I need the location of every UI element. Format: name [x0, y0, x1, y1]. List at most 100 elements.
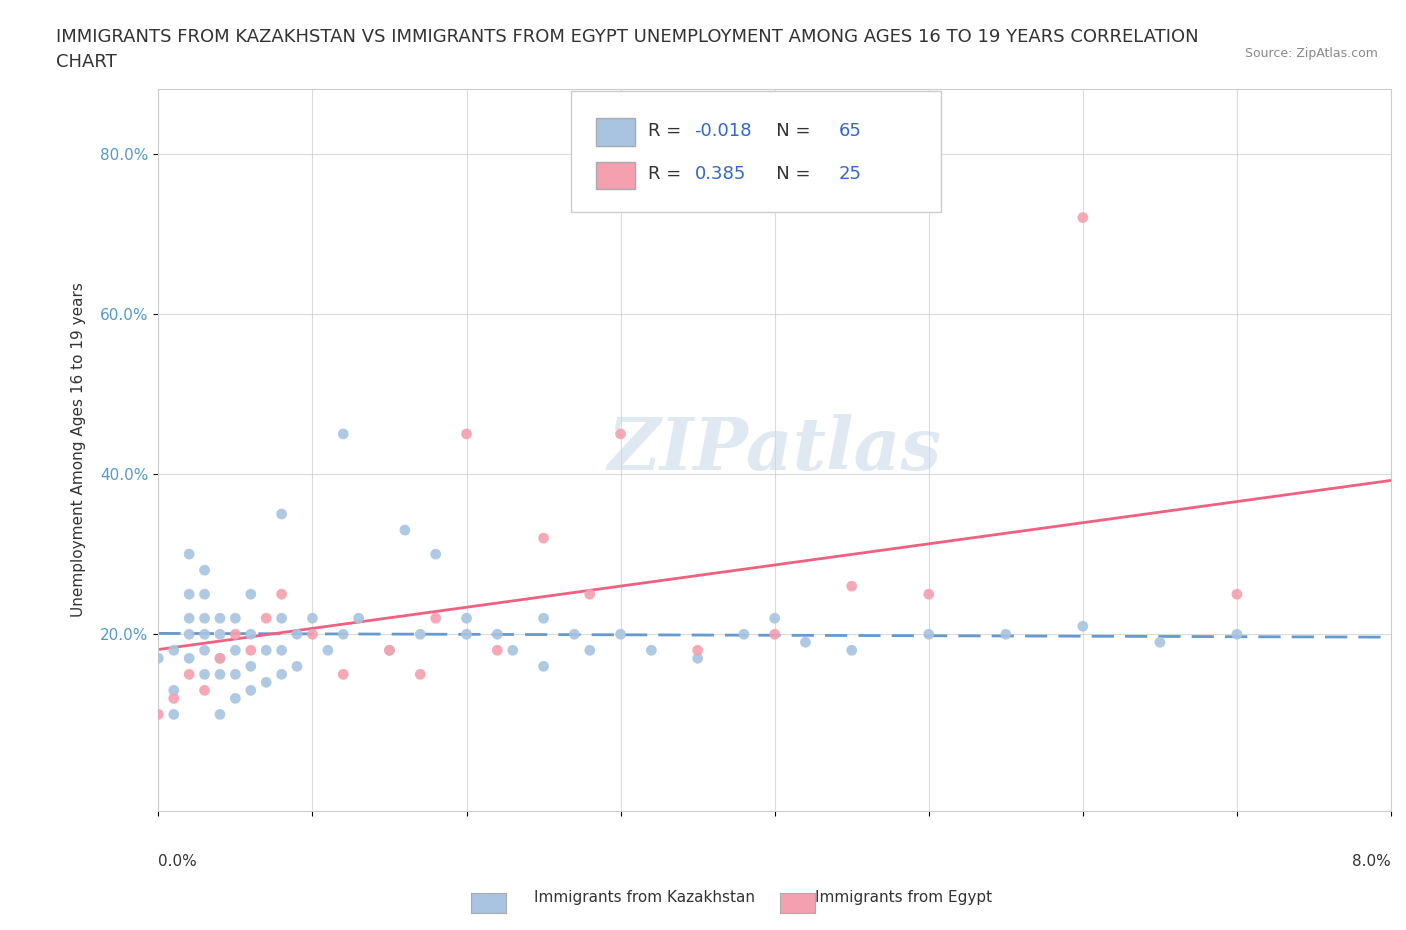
Point — [301, 611, 323, 626]
Text: 65: 65 — [839, 122, 862, 140]
Point — [208, 651, 231, 666]
Point — [239, 587, 262, 602]
Text: 0.385: 0.385 — [695, 166, 747, 183]
Point — [148, 651, 170, 666]
Point — [425, 547, 447, 562]
Point — [224, 611, 246, 626]
Point — [179, 611, 201, 626]
Point — [179, 667, 201, 682]
Point — [1226, 627, 1249, 642]
Point — [502, 643, 524, 658]
Point — [456, 627, 478, 642]
Point — [254, 643, 277, 658]
Point — [686, 651, 709, 666]
Point — [270, 587, 292, 602]
Point — [239, 627, 262, 642]
Point — [239, 643, 262, 658]
Point — [456, 611, 478, 626]
Point — [918, 627, 941, 642]
Point — [409, 627, 432, 642]
Point — [179, 587, 201, 602]
Point — [486, 643, 509, 658]
Point — [224, 643, 246, 658]
Point — [208, 667, 231, 682]
Point — [733, 627, 755, 642]
Text: IMMIGRANTS FROM KAZAKHSTAN VS IMMIGRANTS FROM EGYPT UNEMPLOYMENT AMONG AGES 16 T: IMMIGRANTS FROM KAZAKHSTAN VS IMMIGRANTS… — [56, 28, 1199, 71]
Point — [270, 643, 292, 658]
Point — [224, 691, 246, 706]
Point — [179, 651, 201, 666]
Point — [285, 627, 308, 642]
Point — [640, 643, 662, 658]
Text: N =: N = — [759, 166, 815, 183]
Point — [194, 667, 217, 682]
Point — [841, 643, 863, 658]
Point — [208, 707, 231, 722]
Point — [609, 627, 631, 642]
Point — [763, 611, 786, 626]
Point — [208, 627, 231, 642]
Text: 0.0%: 0.0% — [159, 854, 197, 869]
Point — [378, 643, 401, 658]
Point — [163, 643, 186, 658]
Text: Source: ZipAtlas.com: Source: ZipAtlas.com — [1244, 46, 1378, 60]
Point — [270, 611, 292, 626]
Point — [841, 578, 863, 593]
Point — [533, 531, 555, 546]
Point — [1071, 618, 1094, 633]
FancyBboxPatch shape — [596, 118, 636, 146]
Point — [254, 675, 277, 690]
Text: N =: N = — [759, 122, 815, 140]
Point — [163, 707, 186, 722]
Text: Immigrants from Egypt: Immigrants from Egypt — [815, 890, 993, 905]
Point — [316, 643, 339, 658]
Point — [918, 587, 941, 602]
FancyBboxPatch shape — [596, 162, 636, 189]
Point — [1071, 210, 1094, 225]
Point — [239, 658, 262, 673]
Point — [239, 683, 262, 698]
Point — [179, 627, 201, 642]
Point — [533, 658, 555, 673]
Point — [179, 547, 201, 562]
Text: 8.0%: 8.0% — [1353, 854, 1391, 869]
Point — [794, 635, 817, 650]
Point — [994, 627, 1017, 642]
Point — [194, 587, 217, 602]
Point — [332, 667, 354, 682]
Point — [578, 643, 600, 658]
Point — [224, 667, 246, 682]
Point — [208, 611, 231, 626]
Point — [456, 427, 478, 442]
Point — [163, 683, 186, 698]
Point — [686, 643, 709, 658]
Point — [270, 507, 292, 522]
Point — [578, 587, 600, 602]
Point — [194, 683, 217, 698]
Point — [409, 667, 432, 682]
Text: 25: 25 — [839, 166, 862, 183]
Point — [285, 658, 308, 673]
Point — [208, 651, 231, 666]
Point — [194, 611, 217, 626]
Point — [378, 643, 401, 658]
Text: R =: R = — [648, 166, 693, 183]
FancyBboxPatch shape — [571, 91, 941, 212]
Point — [486, 627, 509, 642]
Text: R =: R = — [648, 122, 686, 140]
Point — [194, 627, 217, 642]
Point — [163, 691, 186, 706]
Point — [763, 627, 786, 642]
Text: Immigrants from Kazakhstan: Immigrants from Kazakhstan — [534, 890, 755, 905]
Y-axis label: Unemployment Among Ages 16 to 19 years: Unemployment Among Ages 16 to 19 years — [72, 283, 86, 618]
Point — [254, 611, 277, 626]
Text: ZIPatlas: ZIPatlas — [607, 415, 942, 485]
Point — [148, 707, 170, 722]
Point — [194, 563, 217, 578]
Text: -0.018: -0.018 — [695, 122, 752, 140]
Point — [1226, 587, 1249, 602]
Point — [224, 627, 246, 642]
Point — [194, 643, 217, 658]
Point — [533, 611, 555, 626]
Point — [425, 611, 447, 626]
